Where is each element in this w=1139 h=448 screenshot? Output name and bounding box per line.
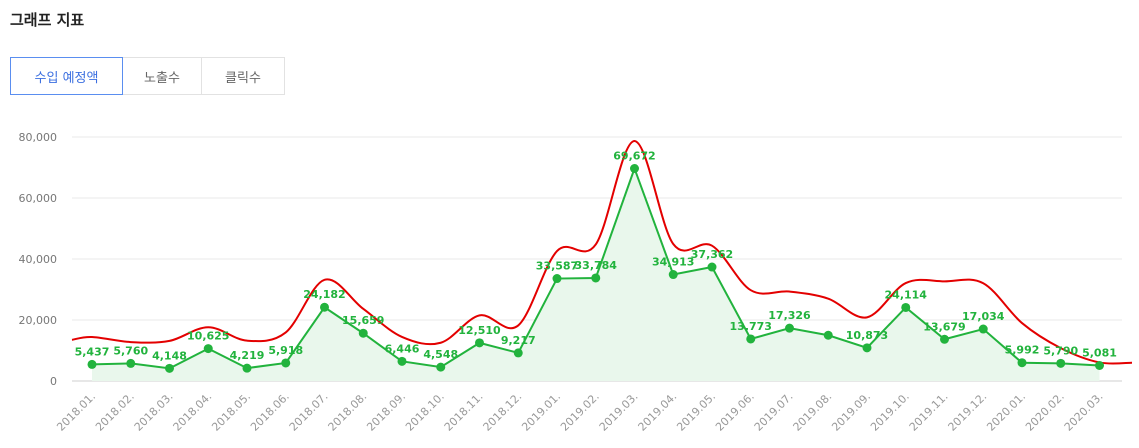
x-tick-label: 2018.10.: [403, 390, 447, 434]
x-tick-label: 2019.06.: [713, 390, 757, 434]
data-label: 5,790: [1043, 344, 1078, 357]
x-tick-label: 2018.11.: [442, 390, 486, 434]
data-point: [281, 358, 291, 368]
data-point: [87, 359, 97, 369]
data-point: [320, 302, 329, 312]
data-point: [397, 356, 407, 366]
x-tick-label: 2018.12.: [481, 390, 525, 434]
x-tick-label: 2018.08.: [326, 390, 370, 434]
data-point: [165, 363, 174, 373]
data-point: [940, 334, 949, 344]
data-label: 17,034: [962, 310, 1005, 323]
x-tick-label: 2019.12.: [946, 390, 990, 434]
x-tick-label: 2019.08.: [791, 390, 835, 434]
data-point: [552, 274, 562, 284]
x-tick-label: 2019.04.: [636, 390, 680, 434]
data-label: 4,219: [230, 349, 265, 362]
x-tick-label: 2019.01.: [519, 390, 563, 434]
data-point: [978, 324, 988, 334]
data-label: 9,217: [501, 334, 536, 347]
data-label: 6,446: [385, 342, 420, 355]
x-tick-label: 2018.01.: [54, 390, 98, 434]
data-point: [126, 358, 136, 368]
data-point: [862, 343, 872, 353]
x-tick-label: 2018.09.: [364, 390, 408, 434]
data-point: [901, 302, 911, 312]
x-tick-label: 2019.05.: [674, 390, 718, 434]
x-tick-label: 2020.03.: [1062, 390, 1106, 434]
data-point: [785, 323, 794, 333]
x-tick-label: 2019.11.: [907, 390, 951, 434]
data-label: 33,784: [575, 259, 618, 272]
data-point: [1095, 361, 1104, 371]
data-label: 4,148: [152, 349, 187, 362]
data-label: 13,773: [730, 320, 772, 333]
x-tick-label: 2018.07.: [287, 390, 331, 434]
x-tick-label: 2018.04.: [171, 390, 215, 434]
tab-expected-revenue[interactable]: 수입 예정액: [10, 57, 123, 95]
data-label: 69,672: [613, 150, 655, 163]
data-label: 37,362: [691, 248, 733, 261]
data-label: 12,510: [458, 324, 501, 337]
data-point: [707, 262, 717, 272]
data-point: [203, 344, 213, 354]
x-tick-label: 2018.02.: [93, 390, 137, 434]
data-label: 33,587: [536, 260, 578, 273]
x-tick-label: 2018.03.: [132, 390, 176, 434]
data-point: [475, 338, 484, 348]
x-tick-label: 2019.09.: [829, 390, 873, 434]
data-point: [630, 164, 639, 174]
metric-tabs: 수입 예정액 노출수 클릭수: [10, 57, 285, 95]
y-tick-label: 0: [50, 375, 57, 388]
data-label: 5,081: [1082, 347, 1117, 360]
data-label: 5,437: [75, 345, 110, 358]
data-label: 24,114: [885, 288, 928, 301]
data-point: [242, 363, 252, 373]
y-tick-label: 40,000: [19, 253, 58, 266]
data-label: 15,659: [342, 314, 384, 327]
data-point: [591, 273, 601, 283]
x-tick-label: 2019.07.: [752, 390, 796, 434]
data-label: 13,679: [923, 320, 965, 333]
y-tick-label: 20,000: [19, 314, 58, 327]
data-label: 10,873: [846, 329, 888, 342]
tab-clicks[interactable]: 클릭수: [201, 57, 285, 95]
data-point: [1017, 358, 1027, 368]
data-point: [358, 328, 368, 338]
data-point: [436, 362, 446, 372]
series-area: [92, 168, 1100, 381]
data-label: 4,548: [423, 348, 458, 361]
x-tick-label: 2019.10.: [868, 390, 912, 434]
x-tick-label: 2018.05.: [209, 390, 253, 434]
x-tick-label: 2018.06.: [248, 390, 292, 434]
x-tick-label: 2019.02.: [558, 390, 602, 434]
data-point: [513, 348, 523, 358]
data-label: 24,182: [303, 288, 345, 301]
x-tick-label: 2019.03.: [597, 390, 641, 434]
data-label: 5,918: [268, 344, 303, 357]
data-label: 17,326: [768, 309, 811, 322]
page-title: 그래프 지표: [10, 11, 85, 29]
data-point: [746, 334, 756, 344]
data-label: 10,625: [187, 330, 229, 343]
data-point: [1056, 358, 1066, 368]
x-tick-label: 2020.01.: [984, 390, 1028, 434]
data-label: 5,992: [1005, 344, 1040, 357]
data-point: [823, 330, 833, 340]
y-tick-label: 60,000: [19, 192, 58, 205]
data-label: 5,760: [113, 344, 148, 357]
data-point: [668, 270, 678, 280]
y-tick-label: 80,000: [19, 131, 58, 144]
annotation-curve: [71, 140, 1133, 365]
data-label: 34,913: [652, 256, 694, 269]
x-tick-label: 2020.02.: [1023, 390, 1067, 434]
